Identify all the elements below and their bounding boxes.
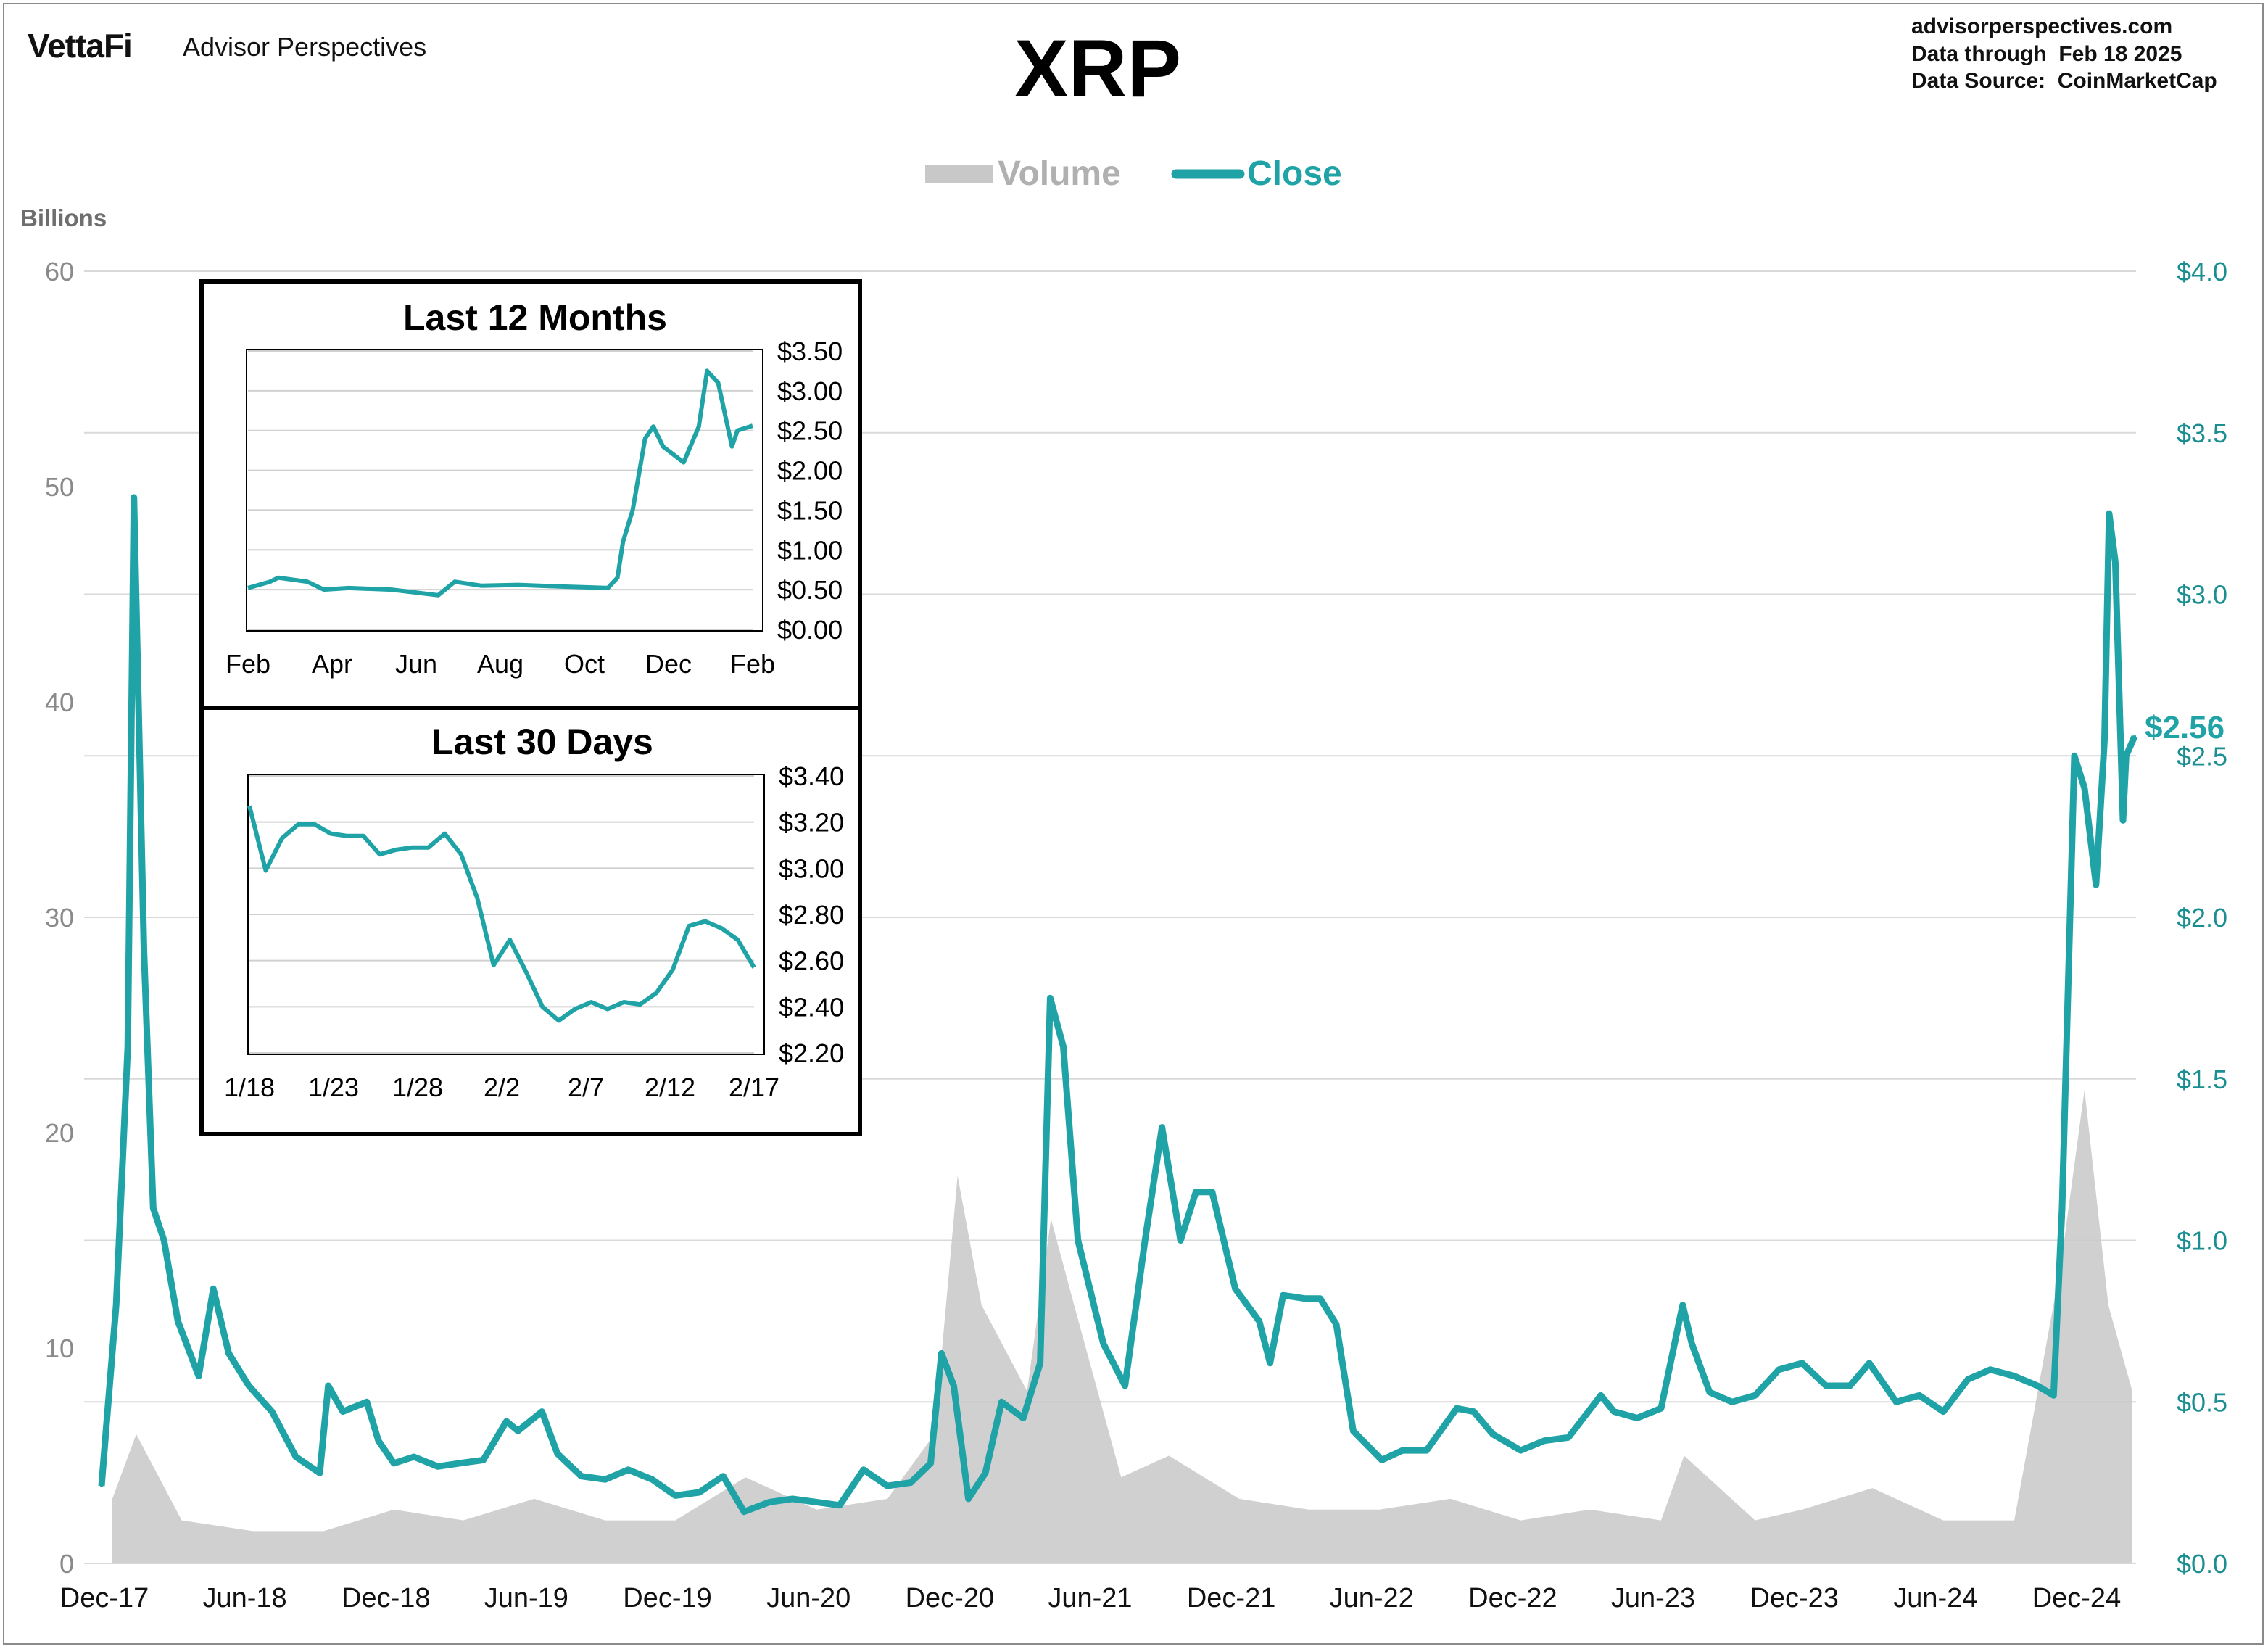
brand-name: Advisor Perspectives: [183, 32, 427, 62]
chart-title: XRP: [1014, 23, 1182, 114]
chart-frame: [3, 3, 2264, 1645]
data-source: Data Source: CoinMarketCap: [1911, 69, 2217, 93]
data-through: Data through Feb 18 2025: [1911, 41, 2182, 66]
page-title: XRP: [0, 22, 2268, 115]
source-info: advisorperspectives.com Data through Feb…: [1911, 13, 2236, 95]
vettafi-logo: VettaFi: [28, 27, 133, 65]
source-url: advisorperspectives.com: [1911, 15, 2173, 38]
